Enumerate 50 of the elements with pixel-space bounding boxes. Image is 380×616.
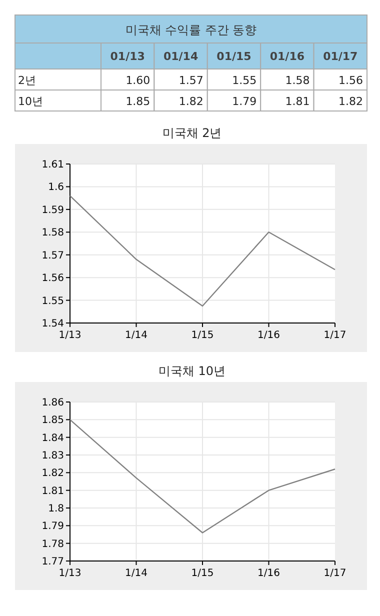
x-tick-label: 1/15 — [191, 330, 214, 341]
x-tick-label: 1/17 — [324, 568, 346, 579]
chart-title: 미국채 2년 — [162, 126, 222, 140]
data-label: 1.85 — [126, 95, 150, 108]
data-label: 1.79 — [232, 95, 257, 108]
data-label: 1.82 — [178, 95, 204, 108]
data-label: 1.60 — [126, 74, 150, 87]
y-tick-label: 1.79 — [42, 521, 64, 532]
y-tick-label: 1.78 — [42, 538, 64, 550]
y-tick-label: 1.54 — [42, 318, 64, 330]
x-tick-label: 1/13 — [58, 568, 82, 579]
category-label: 01/13 — [110, 50, 145, 63]
y-tick-label: 1.55 — [42, 296, 64, 307]
x-tick-label: 1/17 — [324, 330, 346, 341]
x-tick-label: 1/16 — [258, 330, 280, 341]
y-tick-label: 1.8 — [48, 504, 64, 514]
data-label: 1.55 — [232, 74, 257, 87]
y-tick-label: 1.82 — [42, 468, 64, 480]
x-tick-label: 1/13 — [58, 330, 82, 341]
y-tick-label: 1.77 — [42, 556, 64, 568]
data-label: 1.57 — [178, 74, 204, 87]
y-tick-label: 1.6 — [48, 182, 64, 194]
data-label: 1.82 — [338, 95, 363, 108]
line-series — [69, 419, 336, 534]
category-label: 01/16 — [270, 50, 305, 63]
chart-title: 미국채 10년 — [158, 364, 226, 378]
y-tick-label: 1.81 — [42, 486, 64, 497]
data-label: 1.56 — [338, 74, 363, 87]
category-label: 01/17 — [323, 50, 358, 63]
category-label: 01/14 — [163, 50, 198, 63]
y-tick-label: 1.61 — [42, 160, 64, 170]
data-label: 1.81 — [285, 95, 310, 108]
y-tick-label: 1.83 — [42, 450, 64, 462]
text: 10년 — [18, 95, 43, 108]
y-tick-label: 1.56 — [42, 273, 64, 284]
text: 미국채 수익률 주간 동향 — [125, 23, 257, 37]
category-label: 01/15 — [216, 50, 252, 63]
y-tick-label: 1.57 — [42, 250, 64, 262]
text: 2년 — [18, 74, 36, 87]
y-tick-label: 1.85 — [42, 415, 64, 426]
y-tick-label: 1.58 — [42, 228, 64, 239]
x-tick-label: 1/14 — [125, 568, 148, 579]
x-tick-label: 1/14 — [125, 330, 148, 341]
line-series — [69, 195, 336, 307]
y-tick-label: 1.86 — [42, 398, 64, 408]
y-tick-label: 1.59 — [42, 204, 64, 216]
x-tick-label: 1/16 — [258, 568, 280, 579]
y-tick-label: 1.84 — [42, 432, 64, 444]
x-tick-label: 1/15 — [191, 568, 214, 579]
data-label: 1.58 — [285, 74, 310, 87]
